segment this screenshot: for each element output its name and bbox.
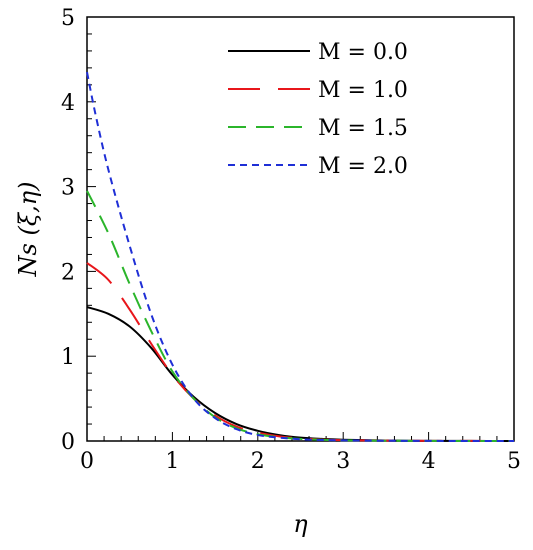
plot-area: 0 1 2 3 4 5 0 1 2 3 4 5 bbox=[61, 6, 521, 474]
x-tick-label: 5 bbox=[507, 449, 521, 474]
plot-frame bbox=[86, 16, 515, 442]
series-line-1 bbox=[86, 262, 515, 442]
x-tick-label: 2 bbox=[251, 449, 265, 474]
x-tick-label: 4 bbox=[422, 449, 436, 474]
y-tick-label: 1 bbox=[61, 345, 75, 370]
y-tick-label: 4 bbox=[61, 91, 75, 116]
series-line-0 bbox=[86, 306, 515, 442]
y-tick-label: 3 bbox=[61, 176, 75, 201]
x-axis-title: η bbox=[293, 510, 308, 538]
legend-label: M = 2.0 bbox=[318, 154, 408, 179]
y-axis-title: Ns (ξ,η) bbox=[14, 182, 42, 278]
y-tick-label: 0 bbox=[61, 430, 75, 455]
x-tick-label: 0 bbox=[80, 449, 94, 474]
x-tick-label: 1 bbox=[165, 449, 179, 474]
legend-label: M = 1.5 bbox=[318, 116, 408, 141]
y-tick-label: 2 bbox=[61, 260, 75, 285]
x-tick-label: 3 bbox=[336, 449, 350, 474]
legend: M = 0.0 M = 1.0 M = 1.5 M = 2.0 bbox=[228, 40, 408, 179]
y-tick-label: 5 bbox=[61, 6, 75, 31]
legend-label: M = 1.0 bbox=[318, 78, 408, 103]
legend-label: M = 0.0 bbox=[318, 40, 408, 65]
